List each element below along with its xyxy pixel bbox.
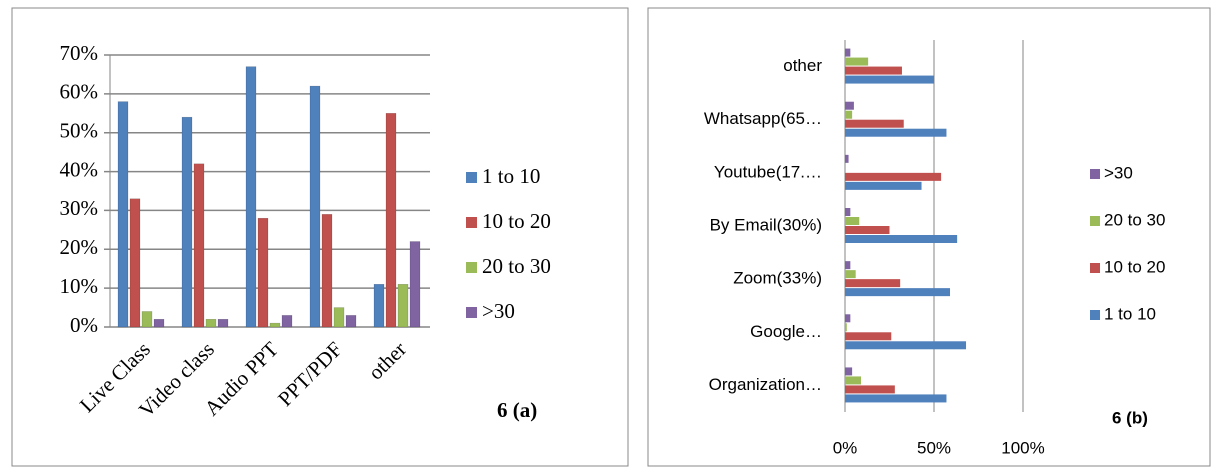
x-tick-label: 0%	[833, 438, 858, 457]
chart-frame	[11, 7, 629, 467]
caption: 6 (a)	[497, 398, 537, 422]
bar	[205, 318, 217, 328]
legend-swatch	[1090, 216, 1100, 226]
bar	[845, 154, 849, 163]
legend-label: 10 to 20	[1104, 257, 1165, 276]
y-tick-label: 30%	[60, 196, 99, 220]
y-tick-label: other	[783, 56, 822, 75]
y-tick-label: 60%	[60, 80, 99, 104]
bar	[373, 284, 385, 328]
bar	[845, 128, 947, 137]
bar	[845, 394, 947, 403]
bar	[845, 270, 856, 279]
bar	[845, 323, 847, 332]
bar	[193, 163, 205, 328]
bar	[845, 226, 890, 234]
legend-label: 20 to 30	[1104, 210, 1165, 229]
bar	[845, 235, 958, 243]
bar	[845, 110, 853, 119]
chart-b: 0% 50% 100% Organization… Google… Zoom(33%) By…	[704, 40, 1165, 457]
bar	[281, 315, 293, 328]
legend-label: 10 to 20	[482, 209, 551, 233]
legend-swatch	[1090, 169, 1100, 179]
legend-label: 1 to 10	[482, 164, 540, 188]
legend-label: 1 to 10	[1104, 304, 1156, 323]
x-tick-label: PPT/PDF	[273, 337, 347, 411]
bar	[845, 119, 904, 128]
bar	[845, 314, 851, 323]
bar	[181, 116, 193, 328]
bar	[845, 172, 942, 181]
bar	[153, 318, 165, 328]
bar	[845, 376, 862, 385]
chart-frame	[647, 7, 1211, 467]
bar	[845, 332, 892, 341]
bar	[845, 75, 934, 84]
bar	[345, 315, 357, 328]
bar	[409, 241, 421, 328]
bar	[845, 101, 854, 110]
bar	[397, 284, 409, 328]
bar	[845, 385, 895, 394]
y-tick-label: Whatsapp(65…	[704, 109, 822, 128]
bar	[129, 198, 141, 328]
legend-swatch	[466, 307, 477, 318]
y-tick-label: By Email(30%)	[710, 215, 822, 234]
bar	[117, 101, 129, 328]
bar	[333, 307, 345, 328]
bar	[845, 57, 869, 66]
x-tick-label: other	[363, 337, 410, 384]
legend-swatch	[1090, 263, 1100, 273]
bar	[257, 217, 269, 328]
y-tick-label: Zoom(33%)	[733, 269, 822, 288]
bar	[141, 311, 153, 328]
x-tick-label: 50%	[917, 438, 951, 457]
legend-swatch	[1090, 310, 1100, 320]
y-tick-label: Youtube(17.…	[714, 162, 822, 181]
bar	[309, 85, 321, 328]
y-tick-label: 20%	[60, 235, 99, 259]
bar	[845, 341, 967, 350]
bar	[845, 261, 851, 270]
legend-swatch	[466, 262, 477, 273]
legend-label: 20 to 30	[482, 254, 551, 278]
y-tick-label: 40%	[60, 157, 99, 181]
bar	[845, 367, 853, 376]
bar	[845, 66, 902, 75]
bar	[845, 279, 901, 288]
legend-swatch	[466, 172, 477, 183]
bar	[845, 181, 922, 190]
y-tick-label: 70%	[60, 41, 99, 65]
y-tick-label: 50%	[60, 119, 99, 143]
bar	[385, 113, 397, 328]
legend-swatch	[466, 217, 477, 228]
y-tick-label: 10%	[60, 274, 99, 298]
y-tick-label: Organization…	[709, 375, 822, 394]
legend-label: >30	[1104, 163, 1133, 182]
bar	[245, 66, 257, 328]
y-tick-label: 0%	[70, 313, 98, 337]
bar	[845, 288, 951, 297]
legend-label: >30	[482, 299, 515, 323]
bar	[845, 217, 860, 225]
bar	[269, 322, 281, 328]
bar	[321, 214, 333, 328]
x-tick-label: 100%	[1001, 438, 1044, 457]
caption: 6 (b)	[1112, 408, 1148, 427]
bar	[217, 318, 229, 328]
bar	[845, 48, 851, 57]
bar	[845, 208, 851, 216]
y-tick-label: Google…	[750, 322, 822, 341]
